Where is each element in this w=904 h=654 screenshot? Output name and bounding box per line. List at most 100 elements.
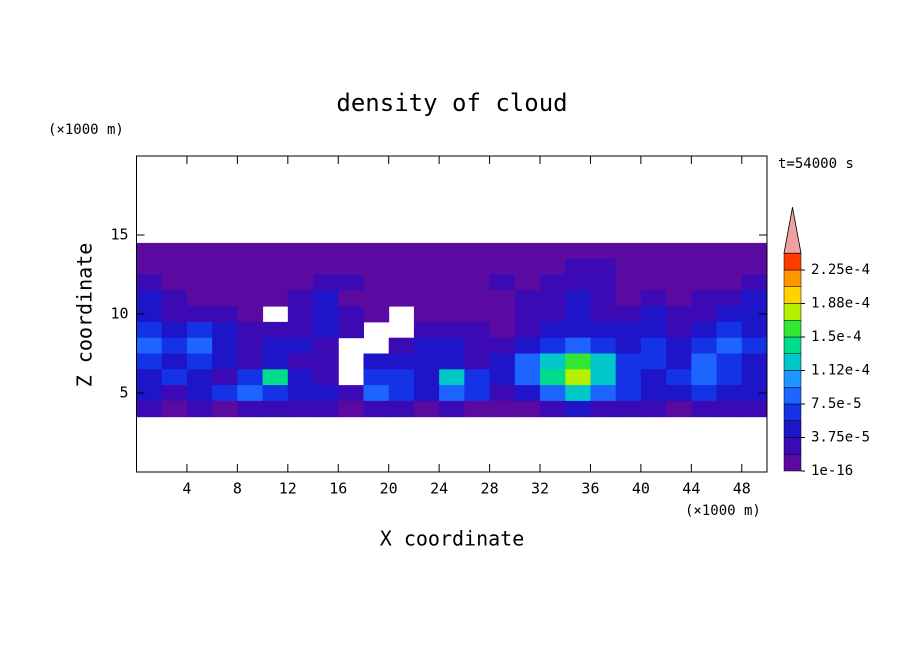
field-cell xyxy=(388,369,415,386)
field-cell xyxy=(388,258,415,275)
field-cell xyxy=(186,290,213,307)
field-cell xyxy=(489,290,516,307)
field-cell xyxy=(161,353,188,370)
field-cell xyxy=(615,385,642,402)
colorbar-extend xyxy=(783,207,802,254)
field-cell xyxy=(590,385,617,402)
field-cell xyxy=(741,258,768,275)
field-cell xyxy=(640,321,667,339)
colorbar-box xyxy=(783,420,802,438)
field-cell xyxy=(262,337,289,354)
field-cell xyxy=(590,258,617,275)
field-cell xyxy=(514,353,541,370)
field-cell xyxy=(565,306,591,323)
field-cell xyxy=(363,385,390,402)
field-cell xyxy=(212,290,238,307)
field-cell xyxy=(565,274,591,291)
field-cell xyxy=(136,274,163,291)
field-cell xyxy=(540,400,566,418)
field-cell xyxy=(136,306,163,323)
field-cell xyxy=(363,306,390,323)
field-cell xyxy=(262,242,289,260)
field-cell xyxy=(590,290,617,307)
chart-title: density of cloud xyxy=(336,89,567,117)
field-cell xyxy=(565,290,591,307)
field-cell xyxy=(489,321,516,339)
y-unit: (×1000 m) xyxy=(48,122,124,138)
field-cell xyxy=(439,321,465,339)
field-cell xyxy=(287,242,314,260)
field-cell xyxy=(716,258,743,275)
field-cell xyxy=(237,274,264,291)
field-cell xyxy=(439,274,465,291)
field-cell xyxy=(388,242,415,260)
field-cell xyxy=(161,290,188,307)
field-cell xyxy=(565,353,591,370)
colorbar-box xyxy=(783,253,802,271)
field-cell xyxy=(615,337,642,354)
colorbar: 1e-16 3.75e-5 7.5e-5 1.12e-4 1.5e-4 1.88e-4 2.… xyxy=(783,207,870,479)
x-tick-label: 44 xyxy=(682,480,700,498)
field-cell xyxy=(237,321,264,339)
colorbar-label: 2.25e-4 xyxy=(811,262,870,278)
field-cell xyxy=(640,369,667,386)
field-cell xyxy=(388,290,415,307)
x-tick-label: 20 xyxy=(380,480,398,498)
field-cell xyxy=(590,353,617,370)
field-cell xyxy=(338,306,364,323)
field-cell xyxy=(212,306,238,323)
field-cell xyxy=(666,400,692,418)
field-cell xyxy=(741,306,768,323)
field-cell xyxy=(363,353,390,370)
field-cell xyxy=(540,385,566,402)
colorbar-label: 1.5e-4 xyxy=(811,329,862,345)
field-cell xyxy=(741,385,768,402)
field-cell xyxy=(237,353,264,370)
field-cell xyxy=(640,400,667,418)
field-cell xyxy=(212,258,238,275)
field-cell xyxy=(363,258,390,275)
field-cell xyxy=(186,242,213,260)
field-cell xyxy=(186,321,213,339)
colorbar-box xyxy=(783,437,802,455)
field-cell xyxy=(615,306,642,323)
field-cell xyxy=(338,274,364,291)
colorbar-box xyxy=(783,286,802,304)
field-cell xyxy=(540,290,566,307)
field-cell xyxy=(741,274,768,291)
field-cell xyxy=(514,337,541,354)
field-cell xyxy=(489,242,516,260)
field-cell xyxy=(741,400,768,418)
field-cell xyxy=(565,258,591,275)
field-cell xyxy=(212,385,238,402)
field-cell xyxy=(590,369,617,386)
field-cell xyxy=(237,337,264,354)
field-cell xyxy=(565,337,591,354)
colorbar-box xyxy=(783,403,802,421)
field-cell xyxy=(363,290,390,307)
field-cell xyxy=(540,306,566,323)
x-tick-label: 24 xyxy=(430,480,448,498)
field-cell xyxy=(565,400,591,418)
field-cell xyxy=(338,242,364,260)
field-cell xyxy=(136,290,163,307)
field-cell xyxy=(514,306,541,323)
field-cell xyxy=(691,369,718,386)
field-cell xyxy=(590,321,617,339)
field-cell xyxy=(413,242,440,260)
field-cell xyxy=(262,274,289,291)
field-cell xyxy=(464,321,491,339)
field-cell xyxy=(212,369,238,386)
field-cell xyxy=(666,258,692,275)
field-cell xyxy=(287,337,314,354)
field-cell xyxy=(540,242,566,260)
field-cell xyxy=(287,290,314,307)
field-cell xyxy=(287,321,314,339)
field-cell xyxy=(136,353,163,370)
field-cell xyxy=(161,306,188,323)
field-cell xyxy=(186,353,213,370)
field-cell xyxy=(439,242,465,260)
field-cell xyxy=(186,258,213,275)
